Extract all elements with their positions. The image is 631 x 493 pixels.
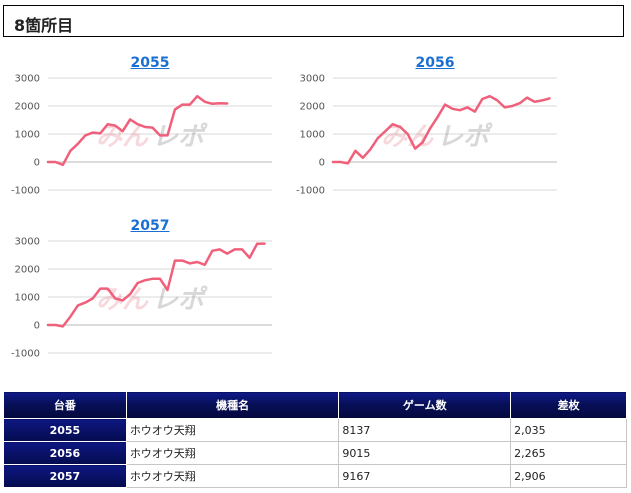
y-tick-label: 0 [34, 321, 40, 332]
model-name-cell: ホウオウ天翔 [125, 441, 340, 465]
series-line [331, 94, 551, 165]
watermark-logo: みん レポ [381, 122, 493, 152]
y-tick-label: 2000 [15, 265, 40, 276]
machine-number-cell: 2055 [3, 418, 127, 442]
y-tick-label: 1000 [15, 130, 40, 141]
chart-2057: 2057 -1000 0 1000 2000 3000 みん レポ [10, 218, 290, 378]
y-tick-label: 2000 [300, 102, 325, 113]
y-tick-label: 3000 [300, 74, 325, 85]
y-tick-label: -1000 [11, 349, 40, 360]
chart-title-link[interactable]: 2056 [415, 55, 455, 71]
chart-2056: 2056 -1000 0 1000 2000 3000 みん レポ [295, 55, 575, 215]
table-header-row: 台番 機種名 ゲーム数 差枚 [3, 391, 627, 419]
header-difference: 差枚 [510, 391, 627, 419]
y-tick-label: 3000 [15, 74, 40, 85]
y-tick-label: 2000 [15, 102, 40, 113]
y-tick-label: 3000 [15, 237, 40, 248]
table-row: 2057 ホウオウ天翔 9167 2,906 [3, 464, 627, 488]
header-model-name: 機種名 [125, 391, 340, 419]
chart-title-link[interactable]: 2055 [130, 55, 170, 71]
svg-text:レポ: レポ [152, 285, 208, 315]
section-title: 8箇所目 [14, 16, 74, 35]
machine-number-cell: 2057 [3, 464, 127, 488]
model-name-cell: ホウオウ天翔 [125, 464, 340, 488]
y-tick-label: 1000 [300, 130, 325, 141]
chart-2055: 2055 -1000 0 1000 2000 3000 みん レポ [10, 55, 290, 215]
game-count-cell: 8137 [338, 418, 512, 442]
difference-cell: 2,265 [510, 441, 627, 465]
series-line [46, 94, 229, 167]
difference-cell: 2,035 [510, 418, 627, 442]
section-header: 8箇所目 [3, 5, 624, 37]
svg-text:レポ: レポ [152, 122, 208, 152]
game-count-cell: 9015 [338, 441, 512, 465]
chart-svg: -1000 0 1000 2000 3000 みん レポ [11, 237, 272, 360]
y-tick-label: 0 [319, 158, 325, 169]
y-tick-label: 1000 [15, 293, 40, 304]
series-line [46, 242, 266, 328]
y-tick-label: 0 [34, 158, 40, 169]
header-machine-number: 台番 [3, 391, 127, 419]
y-tick-label: -1000 [11, 186, 40, 197]
table-row: 2056 ホウオウ天翔 9015 2,265 [3, 441, 627, 465]
y-tick-label: -1000 [296, 186, 325, 197]
chart-title-link[interactable]: 2057 [130, 218, 170, 234]
watermark-logo: みん レポ [96, 285, 208, 315]
game-count-cell: 9167 [338, 464, 512, 488]
chart-svg: -1000 0 1000 2000 3000 みん レポ [296, 74, 557, 197]
model-name-cell: ホウオウ天翔 [125, 418, 340, 442]
header-game-count: ゲーム数 [338, 391, 512, 419]
data-table: 台番 機種名 ゲーム数 差枚 2055 ホウオウ天翔 8137 2,035 20… [3, 391, 627, 488]
difference-cell: 2,906 [510, 464, 627, 488]
svg-text:レポ: レポ [437, 122, 493, 152]
table-row: 2055 ホウオウ天翔 8137 2,035 [3, 418, 627, 442]
machine-number-cell: 2056 [3, 441, 127, 465]
